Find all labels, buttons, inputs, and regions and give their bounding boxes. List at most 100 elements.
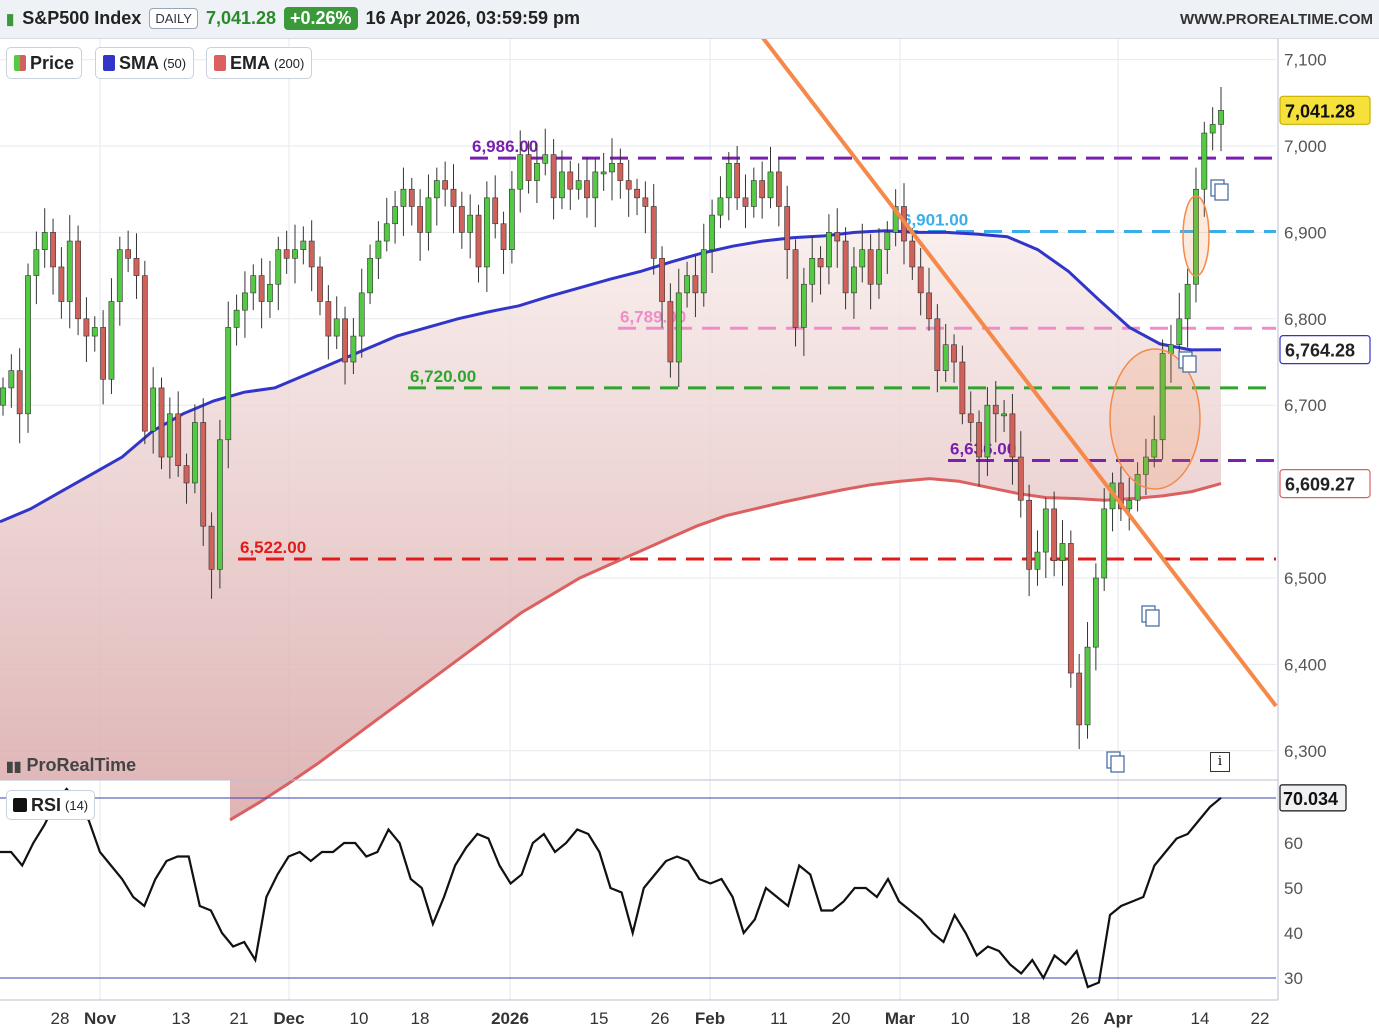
candle-body[interactable]: [1059, 543, 1066, 562]
candle-body[interactable]: [984, 404, 991, 458]
candle-body[interactable]: [951, 344, 957, 363]
candle-body[interactable]: [826, 232, 832, 268]
candle-body[interactable]: [258, 275, 265, 302]
candle-body[interactable]: [1209, 124, 1216, 134]
candle-body[interactable]: [358, 292, 365, 337]
candle-body[interactable]: [200, 422, 207, 527]
candle-body[interactable]: [625, 180, 632, 190]
candle-body[interactable]: [108, 301, 115, 380]
candle-body[interactable]: [342, 318, 348, 363]
candle-body[interactable]: [367, 258, 373, 294]
candle-body[interactable]: [1134, 474, 1141, 501]
candle-body[interactable]: [483, 197, 490, 268]
highlight-ellipse[interactable]: [1182, 195, 1210, 277]
candle-body[interactable]: [567, 171, 574, 190]
candle-body[interactable]: [100, 327, 106, 380]
candle-body[interactable]: [283, 249, 290, 259]
candle-body[interactable]: [725, 162, 732, 199]
candle-body[interactable]: [859, 249, 866, 268]
candle-body[interactable]: [408, 188, 415, 207]
candle-body[interactable]: [267, 283, 273, 302]
candle-body[interactable]: [1017, 456, 1024, 501]
legend-ema[interactable]: EMA (200): [206, 47, 313, 79]
candle-body[interactable]: [692, 275, 699, 294]
candle-body[interactable]: [1026, 499, 1033, 570]
candle-body[interactable]: [242, 292, 248, 311]
candle-body[interactable]: [525, 154, 532, 181]
candle-body[interactable]: [375, 240, 382, 259]
candle-body[interactable]: [1042, 508, 1049, 553]
candle-body[interactable]: [1076, 672, 1083, 726]
candle-body[interactable]: [25, 275, 31, 415]
candle-body[interactable]: [600, 171, 607, 175]
candle-body[interactable]: [876, 249, 882, 285]
candle-body[interactable]: [458, 206, 465, 233]
candle-body[interactable]: [809, 258, 816, 285]
candle-body[interactable]: [500, 223, 507, 250]
candle-body[interactable]: [884, 232, 891, 250]
candle-body[interactable]: [1001, 413, 1007, 417]
legend-rsi[interactable]: RSI (14): [6, 790, 96, 820]
candle-body[interactable]: [383, 223, 390, 242]
candle-body[interactable]: [233, 309, 240, 328]
candle-body[interactable]: [584, 180, 590, 199]
candle-body[interactable]: [400, 188, 407, 207]
candle-body[interactable]: [1009, 413, 1016, 458]
candle-body[interactable]: [325, 301, 332, 337]
candle-body[interactable]: [1218, 110, 1224, 125]
candle-body[interactable]: [1201, 132, 1208, 190]
candle-body[interactable]: [333, 318, 340, 337]
candle-body[interactable]: [442, 180, 449, 190]
candle-body[interactable]: [492, 197, 499, 225]
info-icon[interactable]: i: [1210, 752, 1230, 772]
candle-body[interactable]: [225, 327, 232, 441]
candle-body[interactable]: [58, 266, 65, 302]
candle-body[interactable]: [976, 422, 982, 458]
candle-body[interactable]: [150, 387, 157, 432]
trendline[interactable]: [761, 36, 1278, 708]
candle-body[interactable]: [926, 292, 932, 320]
candle-body[interactable]: [475, 214, 482, 268]
candle-body[interactable]: [1184, 283, 1191, 320]
candle-body[interactable]: [750, 180, 757, 207]
candle-body[interactable]: [667, 301, 674, 363]
candle-body[interactable]: [33, 249, 40, 276]
candle-body[interactable]: [967, 413, 974, 423]
candle-body[interactable]: [959, 361, 966, 415]
rsi-line[interactable]: [0, 787, 1222, 989]
website-label[interactable]: WWW.PROREALTIME.COM: [1179, 11, 1373, 28]
candle-body[interactable]: [909, 240, 916, 268]
candle-body[interactable]: [41, 232, 48, 250]
candle-body[interactable]: [425, 197, 432, 233]
candle-body[interactable]: [634, 188, 640, 199]
candle-body[interactable]: [617, 162, 624, 181]
candle-body[interactable]: [433, 180, 440, 199]
candle-body[interactable]: [166, 413, 173, 458]
period-badge[interactable]: DAILY: [149, 8, 198, 29]
candle-body[interactable]: [1118, 482, 1124, 510]
candle-body[interactable]: [550, 154, 557, 199]
candle-body[interactable]: [1051, 508, 1058, 562]
candle-body[interactable]: [892, 206, 899, 233]
candle-body[interactable]: [609, 162, 615, 173]
candle-body[interactable]: [851, 266, 857, 294]
candle-body[interactable]: [559, 171, 565, 199]
candle-body[interactable]: [509, 188, 515, 250]
candle-body[interactable]: [450, 188, 457, 207]
candle-body[interactable]: [575, 180, 582, 190]
candle-body[interactable]: [158, 387, 165, 458]
candle-body[interactable]: [1159, 353, 1166, 441]
candle-body[interactable]: [1092, 577, 1099, 648]
candle-body[interactable]: [742, 197, 749, 207]
candle-body[interactable]: [767, 171, 774, 199]
candle-body[interactable]: [917, 266, 924, 294]
candle-body[interactable]: [534, 162, 540, 181]
candle-body[interactable]: [141, 275, 148, 432]
candle-body[interactable]: [8, 370, 15, 389]
candle-body[interactable]: [208, 525, 215, 570]
candle-body[interactable]: [992, 404, 999, 415]
candle-body[interactable]: [775, 171, 782, 207]
candle-body[interactable]: [717, 197, 724, 216]
candle-body[interactable]: [642, 197, 649, 207]
symbol-title[interactable]: S&P500 Index: [22, 8, 142, 28]
